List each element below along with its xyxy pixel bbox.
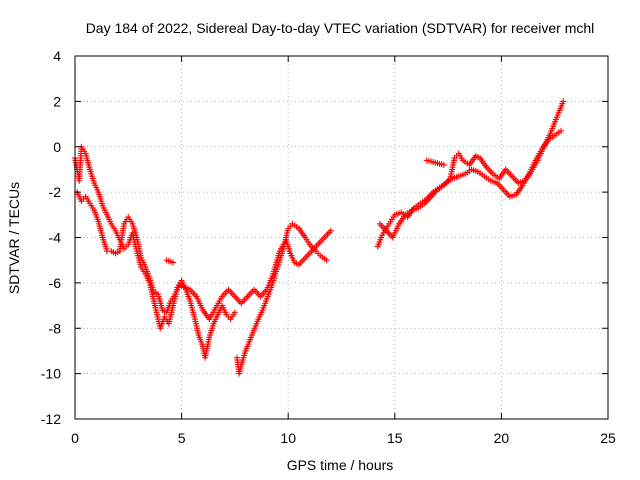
- y-tick-label: 4: [53, 48, 61, 64]
- x-axis-label: GPS time / hours: [287, 457, 394, 473]
- y-tick-label: -2: [49, 184, 62, 200]
- data-point: [323, 257, 330, 264]
- axis-ticks: 0 5 10 15 20 25 -12 -10 -8 -6 -4 -2 0 2 4: [41, 48, 616, 446]
- y-tick-label: -8: [49, 320, 62, 336]
- x-tick-label: 10: [280, 430, 296, 446]
- x-tick-label: 5: [178, 430, 186, 446]
- x-tick-label: 0: [71, 430, 79, 446]
- y-tick-label: 0: [53, 139, 61, 155]
- y-tick-label: -6: [49, 275, 62, 291]
- x-tick-label: 25: [600, 430, 616, 446]
- y-axis-label: SDTVAR / TECUs: [6, 182, 22, 294]
- x-tick-label: 15: [387, 430, 403, 446]
- y-tick-label: -12: [41, 411, 61, 427]
- grid: [75, 56, 608, 419]
- data-point: [558, 127, 565, 134]
- y-tick-label: -10: [41, 366, 61, 382]
- y-tick-label: -4: [49, 230, 62, 246]
- data-point: [327, 227, 334, 234]
- series-1: [74, 189, 334, 323]
- x-tick-label: 20: [494, 430, 510, 446]
- data-point: [170, 259, 177, 266]
- data-point: [231, 309, 238, 316]
- y-tick-label: 2: [53, 93, 61, 109]
- data-point: [440, 161, 447, 168]
- data-points: [72, 98, 567, 377]
- series-3: [376, 98, 567, 241]
- data-point: [560, 98, 567, 105]
- chart-title: Day 184 of 2022, Sidereal Day-to-day VTE…: [86, 20, 595, 36]
